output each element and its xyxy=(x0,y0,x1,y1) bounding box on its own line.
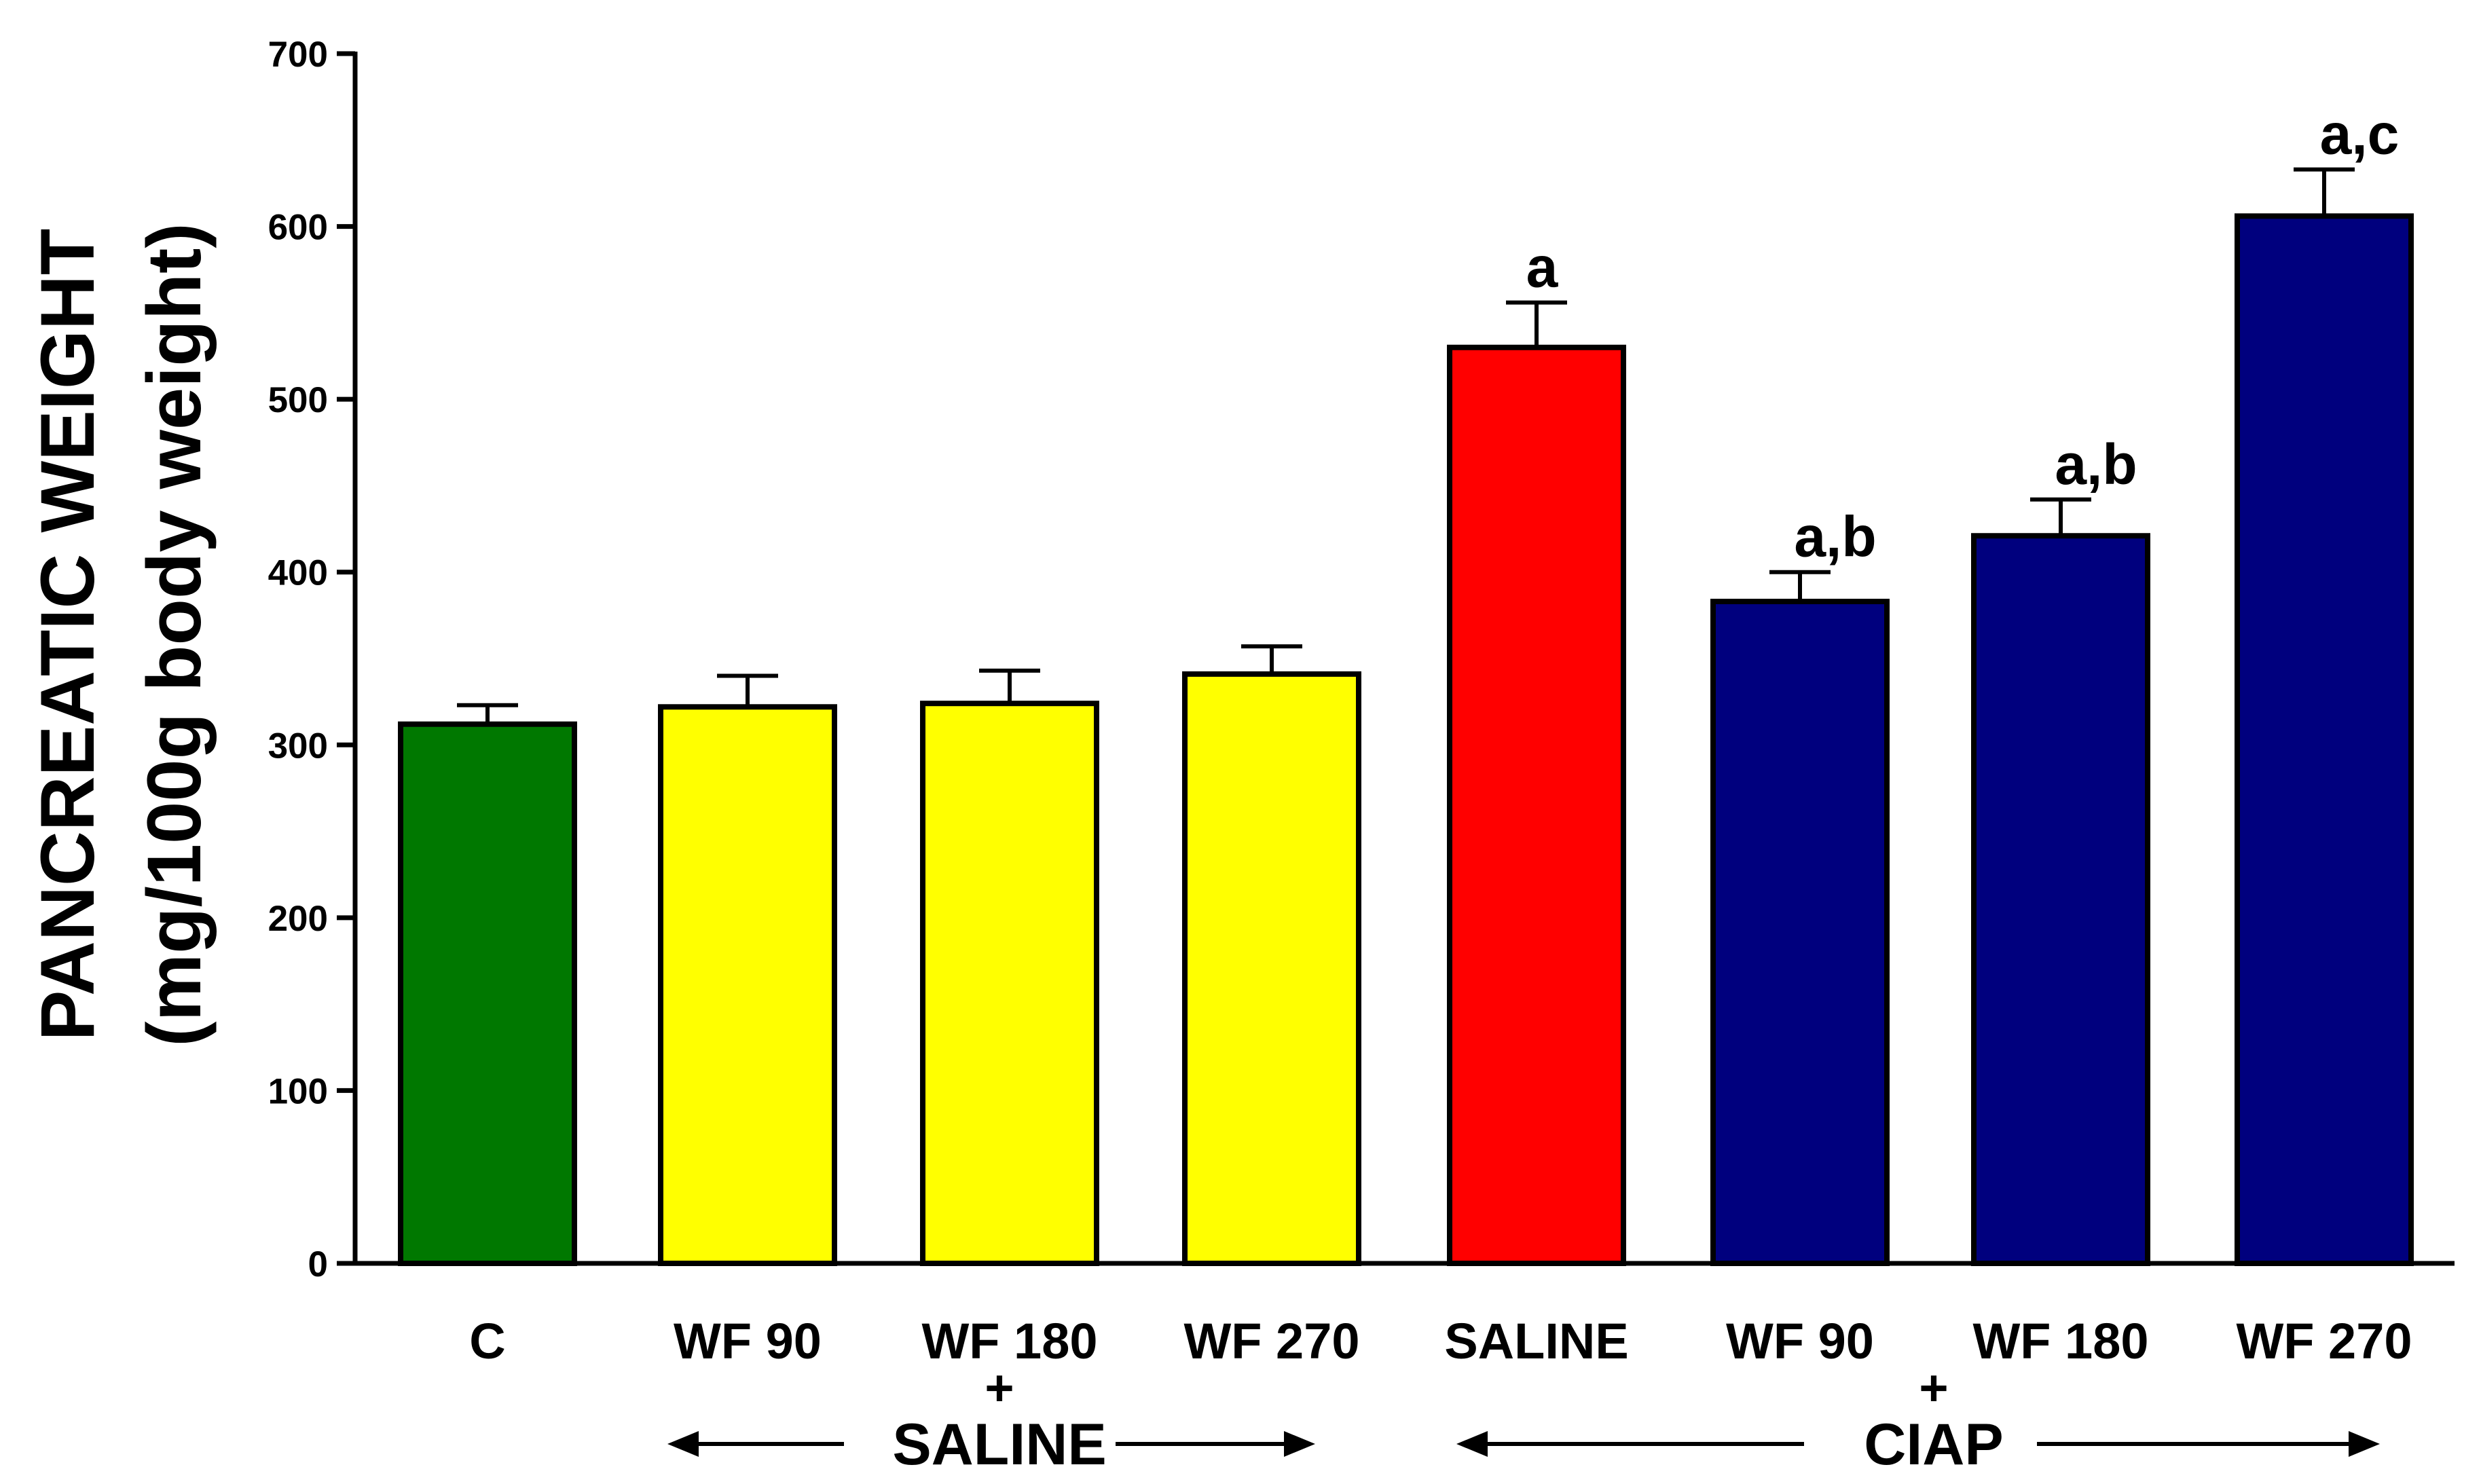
bar xyxy=(658,704,837,1266)
bar xyxy=(1710,598,1890,1266)
bar xyxy=(1182,671,1361,1266)
y-tick-label: 0 xyxy=(308,1244,328,1284)
significance-label: a,b xyxy=(2055,432,2137,496)
bar xyxy=(920,701,1099,1266)
group-plus-sign: + xyxy=(1919,1360,1948,1416)
x-tick-label: WF 90 xyxy=(674,1313,822,1369)
x-tick-label: WF 90 xyxy=(1726,1313,1874,1369)
significance-label: a,c xyxy=(2320,103,2400,166)
arrowhead-left-icon xyxy=(1456,1431,1488,1457)
bar xyxy=(398,721,577,1267)
x-tick-label: WF 180 xyxy=(921,1313,1097,1369)
y-tick-label: 300 xyxy=(268,726,328,766)
group-plus-sign: + xyxy=(985,1360,1014,1416)
x-tick-label: C xyxy=(469,1313,505,1369)
y-axis-units: (mg/100g body weight) xyxy=(132,223,217,1046)
y-axis-title: PANCREATIC WEIGHT xyxy=(25,229,110,1041)
significance-label: a,b xyxy=(1794,505,1876,569)
arrowhead-right-icon xyxy=(1284,1431,1315,1457)
y-tick-label: 500 xyxy=(268,380,328,420)
group-label: CIAP xyxy=(1864,1412,2003,1477)
bars-layer: C WF 90 WF 180 WF 270 SALINE a WF 90 a,b WF 180 a… xyxy=(398,103,2414,1369)
group-label: SALINE xyxy=(892,1412,1106,1477)
group-labels-layer: +SALINE+CIAP xyxy=(667,1360,2380,1477)
y-tick-label: 700 xyxy=(268,35,328,75)
x-tick-label: SALINE xyxy=(1444,1313,1628,1369)
bar xyxy=(1971,533,2150,1266)
significance-label: a xyxy=(1526,236,1559,299)
bar xyxy=(1447,344,1626,1266)
bar xyxy=(2235,213,2414,1267)
y-axis-ticks: 0 100 200 300 400 500 600 700 xyxy=(268,35,355,1284)
y-tick-label: 600 xyxy=(268,208,328,248)
x-tick-label: WF 270 xyxy=(2236,1313,2412,1369)
y-tick-label: 400 xyxy=(268,553,328,593)
y-tick-label: 200 xyxy=(268,899,328,939)
x-tick-label: WF 180 xyxy=(1972,1313,2148,1369)
y-tick-label: 100 xyxy=(268,1071,328,1111)
arrowhead-right-icon xyxy=(2349,1431,2380,1457)
arrowhead-left-icon xyxy=(667,1431,699,1457)
x-tick-label: WF 270 xyxy=(1183,1313,1359,1369)
